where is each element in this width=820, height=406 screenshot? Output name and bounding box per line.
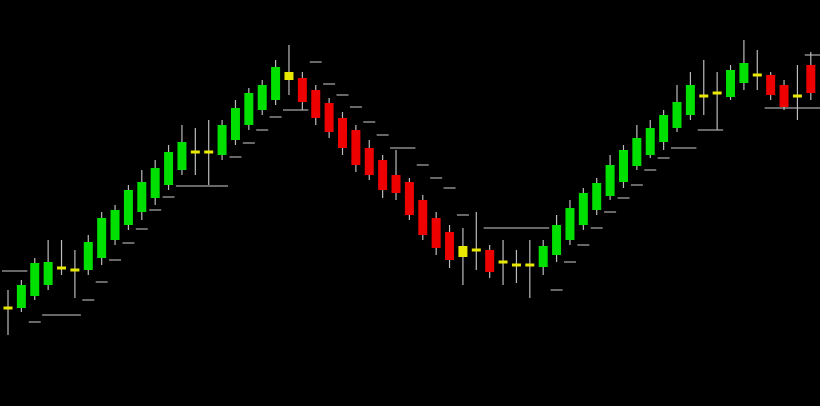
candle-body — [284, 72, 294, 80]
candle-body — [311, 90, 321, 118]
candle-body — [739, 63, 749, 83]
candle-body — [645, 128, 655, 155]
candle-body — [525, 263, 535, 267]
candle-body — [230, 108, 240, 140]
candle-body — [3, 306, 13, 310]
candle-body — [445, 232, 455, 260]
candle-body — [164, 152, 174, 185]
candle-body — [123, 190, 133, 225]
candle-body — [110, 210, 120, 240]
candle-body — [498, 260, 508, 264]
candle-body — [685, 85, 695, 115]
candle-body — [391, 175, 401, 193]
candle-body — [511, 263, 521, 267]
candle-body — [190, 150, 200, 154]
candle-body — [204, 150, 214, 154]
candle-body — [257, 85, 267, 110]
candle-body — [712, 91, 722, 95]
candle-body — [97, 218, 107, 258]
candle-body — [351, 130, 361, 165]
candle-body — [150, 168, 160, 198]
candle-body — [552, 225, 562, 255]
candle-body — [672, 102, 682, 128]
candle-body — [43, 262, 53, 285]
candle-body — [538, 246, 548, 267]
candle-body — [30, 263, 40, 296]
candle-body — [458, 246, 468, 257]
candle-body — [766, 75, 776, 95]
candle-body — [485, 250, 495, 272]
candle-body — [271, 67, 281, 100]
candle-body — [217, 125, 227, 155]
candle-body — [364, 148, 374, 175]
candle-body — [244, 93, 254, 125]
candle-body — [806, 65, 816, 93]
candle-body — [378, 160, 388, 190]
candle-body — [404, 182, 414, 215]
candle-body — [792, 94, 802, 98]
candle-body — [297, 78, 307, 102]
candle-body — [618, 150, 628, 182]
candle-body — [338, 118, 347, 148]
candle-body — [431, 218, 441, 248]
candle-body — [418, 200, 428, 235]
candle-body — [177, 142, 187, 170]
candle-body — [779, 85, 789, 107]
candle-body — [752, 73, 762, 77]
candle-body — [605, 165, 615, 196]
candle-body — [659, 115, 669, 142]
candle-body — [565, 208, 575, 240]
candle-body — [578, 193, 588, 225]
candle-body — [137, 182, 147, 212]
candle-body — [57, 266, 67, 270]
candle-body — [16, 285, 26, 308]
candle-body — [632, 138, 642, 166]
candle-body — [471, 248, 481, 252]
candle-body — [592, 183, 602, 210]
candle-body — [324, 103, 334, 132]
candle-body — [83, 242, 93, 270]
candle-body — [70, 268, 80, 272]
candle-body — [726, 70, 736, 97]
candle-body — [699, 94, 709, 98]
